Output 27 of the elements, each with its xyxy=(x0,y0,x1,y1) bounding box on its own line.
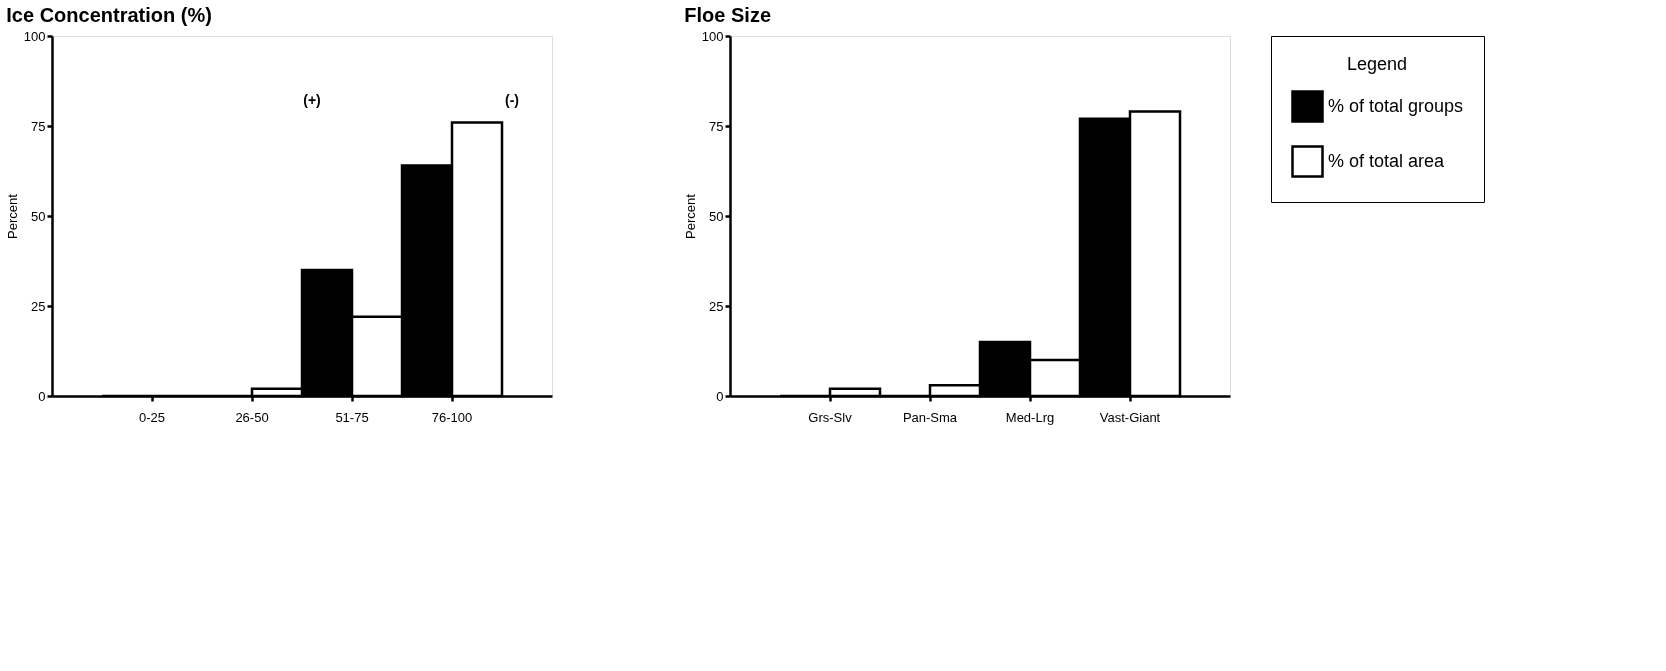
x-tick-label: Vast-Giant xyxy=(1099,409,1161,425)
y-tick-label: 75 xyxy=(31,118,46,134)
x-tick-label: 26-50 xyxy=(235,409,269,425)
x-tick-label: Med-Lrg xyxy=(1005,409,1055,425)
y-tick-label: 0 xyxy=(38,388,46,404)
y-tick-label: 50 xyxy=(709,208,724,224)
legend-label: % of total area xyxy=(1328,150,1446,171)
annotation: (+) xyxy=(303,91,321,108)
y-tick-label: 75 xyxy=(709,118,724,134)
legend-label: % of total groups xyxy=(1328,95,1464,116)
annotation: (-) xyxy=(505,91,519,108)
x-tick-label: Pan-Sma xyxy=(902,409,958,425)
chart-title: Floe Size xyxy=(684,4,772,26)
y-tick-label: 0 xyxy=(716,388,724,404)
y-axis-title: Percent xyxy=(682,193,698,239)
y-tick-label: 50 xyxy=(31,208,46,224)
y-tick-label: 100 xyxy=(701,28,724,44)
y-tick-label: 100 xyxy=(23,28,46,44)
x-tick-label: Grs-Slv xyxy=(808,409,853,425)
y-axis-title: Percent xyxy=(4,193,20,239)
x-tick-label: 76-100 xyxy=(431,409,473,425)
y-tick-label: 25 xyxy=(709,298,724,314)
x-tick-label: 51-75 xyxy=(335,409,369,425)
y-tick-label: 25 xyxy=(31,298,46,314)
x-tick-label: 0-25 xyxy=(138,409,166,425)
legend-title: Legend xyxy=(1346,54,1408,74)
chart-title: Ice Concentration (%) xyxy=(6,4,212,26)
